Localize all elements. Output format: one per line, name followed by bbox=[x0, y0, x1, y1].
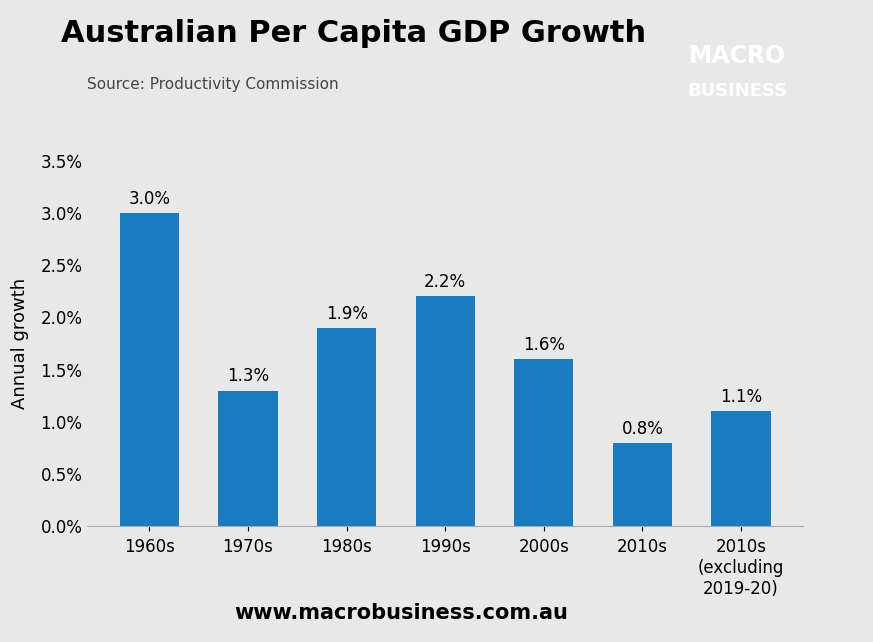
Text: BUSINESS: BUSINESS bbox=[688, 82, 787, 100]
Bar bbox=[613, 443, 672, 526]
Text: www.macrobusiness.com.au: www.macrobusiness.com.au bbox=[235, 603, 568, 623]
Text: 0.8%: 0.8% bbox=[622, 420, 663, 438]
Bar bbox=[317, 328, 376, 526]
Bar bbox=[218, 390, 278, 526]
Bar bbox=[416, 297, 475, 526]
Text: 1.1%: 1.1% bbox=[720, 388, 762, 406]
Text: MACRO: MACRO bbox=[689, 44, 787, 68]
Bar bbox=[711, 412, 771, 526]
Text: 2.2%: 2.2% bbox=[424, 273, 466, 291]
Text: 1.3%: 1.3% bbox=[227, 367, 269, 385]
Text: Source: Productivity Commission: Source: Productivity Commission bbox=[87, 77, 339, 92]
Bar bbox=[120, 213, 179, 526]
Text: Australian Per Capita GDP Growth: Australian Per Capita GDP Growth bbox=[61, 19, 646, 48]
Text: 1.6%: 1.6% bbox=[523, 336, 565, 354]
Text: 1.9%: 1.9% bbox=[326, 304, 368, 322]
Bar bbox=[514, 359, 574, 526]
Text: 3.0%: 3.0% bbox=[128, 189, 170, 207]
Y-axis label: Annual growth: Annual growth bbox=[11, 278, 30, 409]
